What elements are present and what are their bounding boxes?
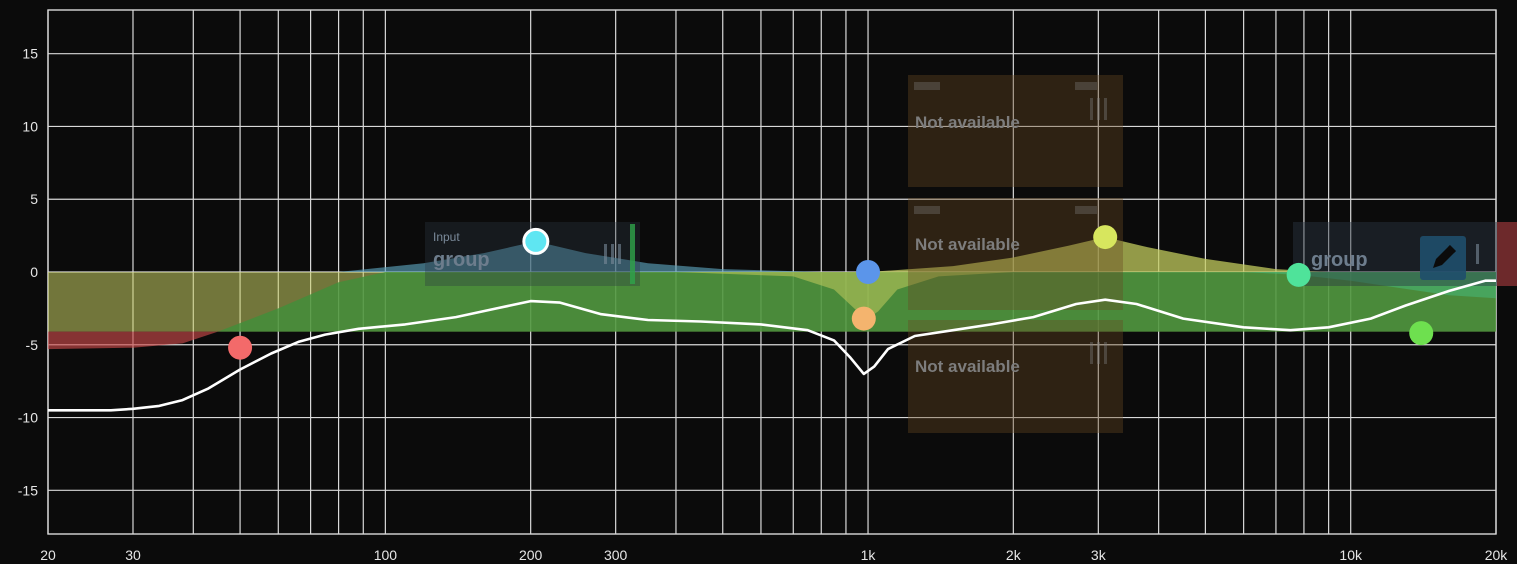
unavailable-cards: Not available Not available Not availabl… (908, 75, 1123, 433)
y-tick-label: -15 (18, 482, 38, 498)
band-6-handle[interactable] (1286, 262, 1311, 287)
x-tick-label: 1k (861, 547, 877, 563)
output-group-big: group (1311, 249, 1368, 271)
band-5-handle[interactable] (1093, 225, 1118, 250)
input-group-small: Input (433, 230, 460, 244)
unavailable-card-2: Not available (908, 198, 1123, 310)
unavailable-card-1: Not available (908, 75, 1123, 187)
response-curve (48, 279, 1496, 412)
unavailable-label-3: Not available (915, 357, 1020, 376)
x-tick-label: 30 (125, 547, 141, 563)
x-tick-label: 3k (1091, 547, 1107, 563)
y-tick-label: 0 (30, 264, 38, 280)
band-2-handle[interactable] (522, 227, 550, 255)
y-tick-label: 10 (22, 118, 38, 134)
x-tick-label: 300 (604, 547, 628, 563)
unavailable-label-1: Not available (915, 113, 1020, 132)
unavailable-card-3: Not available (908, 320, 1123, 433)
y-tick-label: 5 (30, 191, 38, 207)
output-group-label[interactable]: group (1293, 222, 1517, 286)
input-group-big: group (433, 249, 490, 271)
band-handles[interactable] (228, 225, 1434, 360)
x-tick-label: 20 (40, 547, 56, 563)
band-fills (48, 237, 1496, 350)
edit-button[interactable] (1420, 236, 1466, 280)
pencil-icon (1433, 245, 1456, 268)
y-tick-label: 15 (22, 46, 38, 62)
band-fill-4 (868, 237, 1329, 272)
x-tick-label: 10k (1339, 547, 1363, 563)
unavailable-label-2: Not available (915, 235, 1020, 254)
band-1-handle[interactable] (228, 335, 253, 360)
band-fill-6 (48, 331, 218, 350)
band-fill-3 (132, 241, 869, 272)
x-tick-label: 2k (1006, 547, 1022, 563)
y-tick-label: -5 (26, 337, 39, 353)
band-7-handle[interactable] (1409, 321, 1434, 346)
band-4-handle[interactable] (851, 306, 876, 331)
axis-labels: 15 10 5 0 -5 -10 -15 20 30 100 200 300 1k 2k 3k 10k 20k (18, 46, 1509, 563)
band-3-handle[interactable] (856, 260, 881, 284)
x-tick-label: 20k (1485, 547, 1509, 563)
band-fill-2 (48, 272, 1496, 332)
band-fill-5 (675, 272, 1014, 319)
x-tick-label: 100 (374, 547, 398, 563)
x-tick-label: 200 (519, 547, 543, 563)
y-tick-label: -10 (18, 410, 38, 426)
